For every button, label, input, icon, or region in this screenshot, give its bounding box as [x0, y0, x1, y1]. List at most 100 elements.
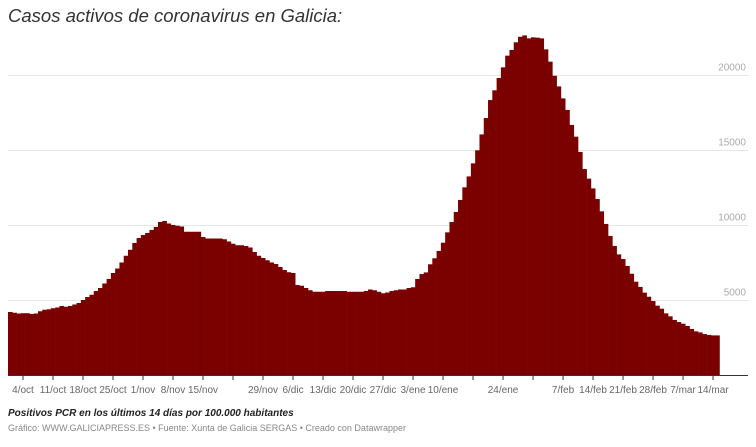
bar: [196, 231, 202, 375]
bar: [505, 55, 510, 376]
gridlines: [8, 75, 748, 301]
bar: [402, 289, 407, 375]
bar: [140, 235, 146, 375]
bar: [98, 288, 103, 375]
bar: [535, 37, 540, 376]
bar: [183, 231, 189, 375]
bar: [239, 245, 245, 375]
bar: [376, 291, 382, 375]
bar: [213, 238, 219, 375]
bar: [158, 222, 163, 375]
x-tick-label: 11/oct: [40, 385, 67, 396]
x-tick-label: 18/oct: [69, 385, 96, 396]
bar: [440, 242, 446, 375]
bar: [25, 313, 30, 375]
bar: [226, 241, 232, 375]
bar: [286, 272, 292, 375]
x-tick-label: 25/oct: [99, 385, 126, 396]
bar: [612, 246, 617, 375]
bar: [479, 134, 485, 375]
y-tick-label: 10000: [718, 213, 746, 224]
bar: [625, 265, 630, 375]
bar: [230, 243, 236, 375]
bar: [89, 294, 95, 375]
bar: [595, 199, 600, 375]
bar: [410, 287, 416, 375]
bar: [689, 328, 695, 375]
bar: [46, 309, 52, 375]
bar: [188, 231, 193, 375]
x-tick-label: 13/dic: [310, 385, 337, 396]
bar: [308, 290, 313, 375]
bars: [8, 35, 720, 376]
bar: [363, 291, 369, 375]
x-tick-label: 3/ene: [401, 385, 426, 396]
bar: [200, 237, 206, 375]
bar: [415, 279, 420, 375]
bar: [312, 291, 317, 375]
y-tick-label: 20000: [718, 63, 746, 74]
bar: [380, 293, 386, 375]
bar: [509, 49, 515, 375]
bar: [218, 238, 223, 375]
bar: [256, 255, 262, 375]
bar: [389, 291, 395, 375]
bar: [603, 223, 609, 375]
bar: [638, 286, 643, 375]
bar: [496, 78, 502, 375]
y-axis-labels: 5000 10000 15000 20000: [718, 63, 746, 299]
bar: [166, 223, 172, 375]
bar: [676, 322, 682, 375]
bar: [320, 291, 326, 375]
x-tick-label: 10/ene: [428, 385, 459, 396]
bar: [445, 232, 450, 375]
bar: [698, 332, 703, 375]
chart-notes: Positivos PCR en los últimos 14 días por…: [8, 408, 294, 419]
bar: [359, 291, 365, 375]
bar: [449, 222, 455, 375]
bar: [475, 150, 480, 375]
bar: [192, 231, 197, 375]
bar: [522, 35, 527, 376]
bar: [350, 291, 356, 375]
bar: [659, 308, 665, 375]
bar: [530, 37, 536, 375]
bar: [80, 300, 86, 375]
x-tick-label: 15/nov: [188, 385, 218, 396]
bar: [616, 254, 622, 375]
bar: [569, 124, 575, 375]
bar: [222, 239, 227, 375]
bar: [63, 306, 69, 375]
bar: [179, 226, 185, 375]
x-tick-label: 8/nov: [161, 385, 185, 396]
bar: [38, 311, 43, 375]
bar: [715, 335, 720, 375]
bar: [518, 36, 523, 375]
bar: [586, 178, 592, 375]
bar: [290, 273, 296, 375]
bar: [423, 272, 429, 375]
bar: [29, 313, 35, 375]
bar: [552, 75, 557, 375]
bar: [385, 292, 390, 375]
bar: [325, 291, 330, 375]
y-tick-label: 5000: [724, 288, 747, 299]
x-tick-label: 4/oct: [12, 385, 34, 396]
bar: [655, 305, 660, 375]
bar: [398, 289, 403, 375]
bar: [248, 247, 253, 375]
bar: [582, 169, 587, 375]
bar: [282, 270, 287, 375]
chart-source: Gráfico: WWW.GALICIAPRESS.ES • Fuente: X…: [8, 423, 406, 433]
bar: [492, 90, 497, 376]
x-tick-label: 7/mar: [670, 385, 696, 396]
bar: [500, 67, 506, 375]
bar: [333, 291, 339, 375]
bar: [548, 61, 553, 376]
bar: [406, 288, 412, 375]
bar: [663, 313, 669, 375]
bar: [483, 118, 489, 376]
bar: [346, 291, 352, 375]
bar: [372, 290, 377, 375]
bar: [710, 335, 716, 375]
